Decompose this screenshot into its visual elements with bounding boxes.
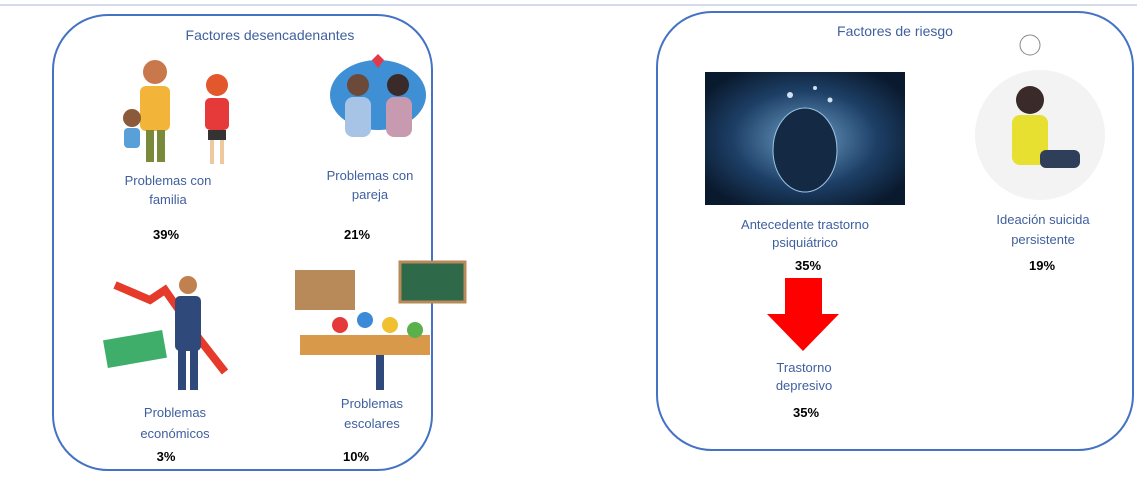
item-percent: 19% (1029, 258, 1055, 273)
item-label: Problemas (144, 405, 207, 420)
illustration-family (123, 60, 229, 164)
item-percent: 35% (795, 258, 821, 273)
item-label: Problemas con (125, 173, 212, 188)
illustration-economy (103, 276, 229, 390)
illustration-psychiatric (705, 72, 905, 205)
item-percent: 3% (157, 449, 176, 464)
item-label: pareja (352, 187, 389, 202)
arrow (767, 278, 839, 351)
item-label: Problemas (341, 396, 404, 411)
item-label: Problemas con (327, 168, 414, 183)
panel-title: Factores de riesgo (837, 23, 953, 39)
panel-title: Factores desencadenantes (186, 27, 355, 43)
item-percent: 39% (153, 227, 179, 242)
item-label: Antecedente trastorno (741, 217, 869, 232)
item-label: escolares (344, 416, 400, 431)
item-label: depresivo (776, 378, 832, 393)
item-percent: 21% (344, 227, 370, 242)
item-label: económicos (140, 426, 210, 441)
item-percent: 10% (343, 449, 369, 464)
item-percent: 35% (793, 405, 819, 420)
illustration-ideation (975, 34, 1105, 200)
item-label: Ideación suicida (996, 212, 1090, 227)
illustration-couple (330, 54, 426, 137)
item-label: familia (149, 192, 187, 207)
item-label: psiquiátrico (772, 235, 838, 250)
illustration-school (295, 260, 467, 390)
item-label: persistente (1011, 232, 1075, 247)
item-label: Trastorno (776, 360, 831, 375)
